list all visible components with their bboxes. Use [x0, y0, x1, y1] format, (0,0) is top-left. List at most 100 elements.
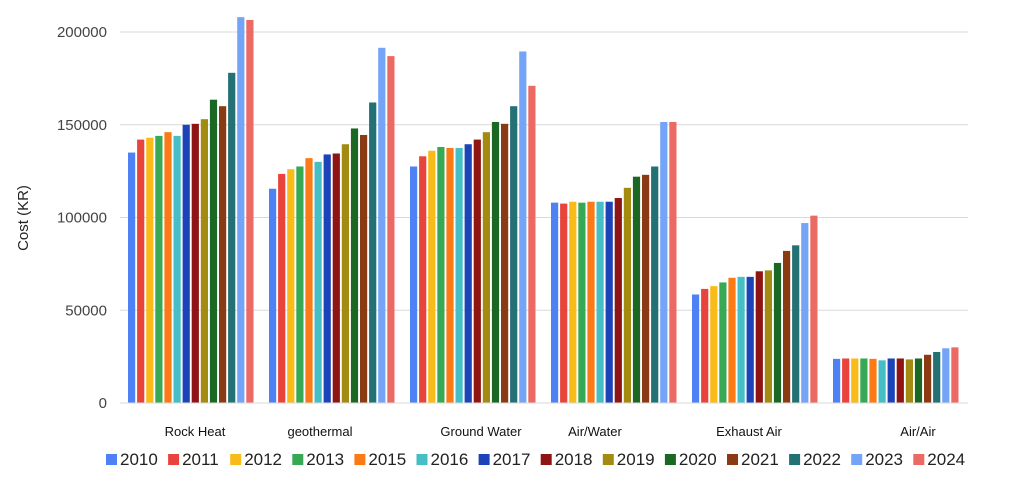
bar — [146, 137, 154, 404]
legend-swatch — [789, 454, 801, 465]
legend-item: 2017 — [478, 450, 531, 469]
bar — [783, 250, 791, 403]
bar — [578, 202, 586, 403]
legend-label: 2016 — [431, 450, 469, 469]
bar — [833, 358, 841, 403]
bar — [137, 139, 145, 403]
y-axis-tick-labels: 0 50000 100000 150000 200000 — [57, 24, 107, 412]
bar — [792, 245, 800, 403]
bar-group — [833, 347, 959, 403]
y-tick-label: 100000 — [57, 210, 107, 227]
legend-label: 2020 — [679, 450, 717, 469]
bar — [378, 47, 386, 404]
bar — [887, 358, 895, 403]
legend-label: 2010 — [120, 450, 158, 469]
bar — [773, 262, 782, 403]
bar — [237, 17, 245, 403]
bar — [446, 147, 454, 403]
bar — [860, 358, 868, 403]
y-tick-label: 50000 — [65, 302, 107, 319]
legend-item: 2016 — [416, 450, 469, 469]
legend-label: 2017 — [493, 450, 531, 469]
bar — [278, 173, 286, 403]
bar — [551, 202, 559, 403]
bar — [491, 121, 500, 403]
bar — [501, 123, 509, 403]
bar — [560, 203, 568, 403]
bar — [842, 358, 850, 403]
legend-swatch — [230, 454, 242, 465]
x-axis-category-labels: Rock Heat geothermal Ground Water Air/Water… — [165, 424, 937, 439]
legend-item: 2020 — [664, 450, 717, 469]
legend-label: 2012 — [244, 450, 282, 469]
y-tick-label: 200000 — [57, 24, 107, 41]
bar — [632, 176, 641, 403]
x-category-label: Rock Heat — [165, 424, 226, 439]
legend-swatch — [664, 454, 676, 465]
bar — [419, 156, 427, 403]
bar — [228, 72, 236, 403]
bar — [642, 174, 650, 403]
legend-label: 2023 — [865, 450, 903, 469]
bar — [587, 201, 595, 403]
legend-label: 2022 — [803, 450, 841, 469]
bar — [360, 134, 368, 403]
bar — [209, 99, 218, 404]
y-axis-title: Cost (KR) — [15, 185, 32, 251]
legend-swatch — [168, 454, 180, 465]
legend-label: 2021 — [741, 450, 779, 469]
bar — [305, 158, 313, 403]
bar — [851, 358, 859, 403]
y-tick-label: 150000 — [57, 117, 107, 134]
bar — [701, 288, 709, 403]
bar — [219, 106, 227, 403]
bar — [710, 286, 718, 403]
legend-item: 2023 — [851, 450, 903, 469]
bar — [191, 123, 199, 403]
bar — [296, 166, 304, 403]
legend-swatch — [354, 454, 366, 465]
bar — [482, 132, 490, 404]
bar — [933, 351, 941, 403]
legend-item: 2010 — [106, 450, 158, 469]
legend-swatch — [292, 454, 304, 465]
bar — [728, 277, 736, 403]
bar — [755, 271, 763, 403]
bar — [942, 348, 950, 403]
bar — [746, 276, 754, 403]
legend: 2010 2011 2012 2013 2015 2016 2017 2018 2019 2020… — [106, 450, 965, 469]
bar — [323, 154, 331, 403]
bar — [669, 121, 677, 403]
legend-swatch — [416, 454, 428, 465]
bar-group — [128, 17, 254, 404]
bar — [528, 85, 536, 404]
bar — [692, 294, 700, 403]
x-category-label: Ground Water — [440, 424, 522, 439]
legend-item: 2013 — [292, 450, 344, 469]
bar — [569, 201, 577, 403]
legend-item: 2021 — [727, 450, 779, 469]
legend-label: 2013 — [306, 450, 344, 469]
legend-label: 2019 — [617, 450, 655, 469]
legend-item: 2024 — [913, 450, 965, 469]
bar — [719, 282, 727, 403]
x-category-label: Exhaust Air — [716, 424, 782, 439]
legend-swatch — [540, 454, 552, 465]
bar — [810, 215, 818, 403]
bar — [155, 135, 163, 403]
legend-item: 2011 — [168, 450, 219, 469]
bar — [287, 169, 295, 403]
bar — [350, 128, 359, 403]
y-tick-label: 0 — [99, 395, 107, 412]
x-category-label: Air/Air — [900, 424, 936, 439]
bar — [614, 198, 622, 403]
bar — [737, 276, 745, 403]
x-category-label: Air/Water — [568, 424, 622, 439]
bar — [869, 358, 877, 403]
bar-group — [269, 47, 395, 404]
bar — [455, 147, 463, 403]
bar — [314, 161, 322, 403]
bar-group — [692, 215, 818, 403]
